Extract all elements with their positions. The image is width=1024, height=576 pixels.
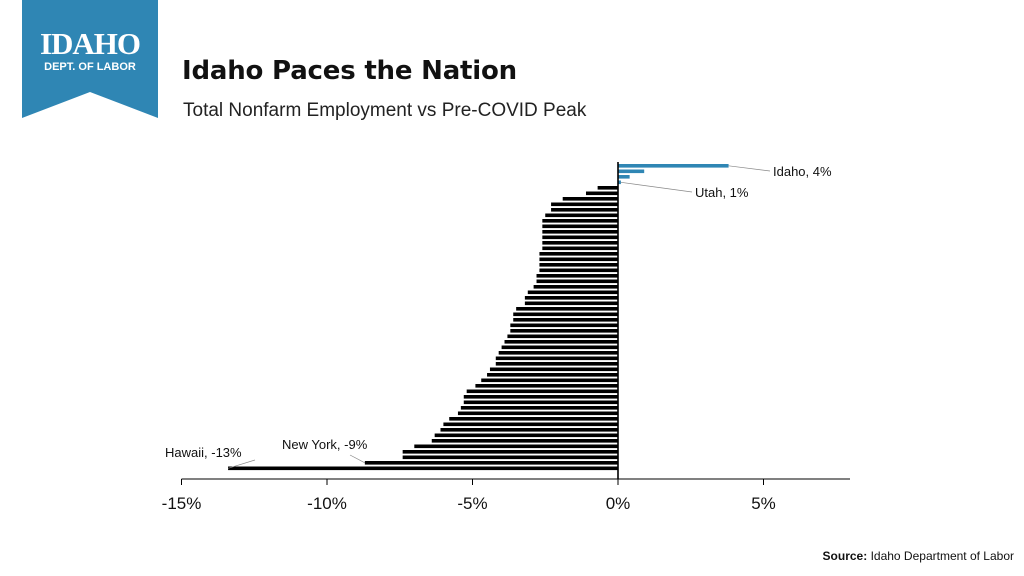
bar xyxy=(495,362,618,366)
bar xyxy=(545,213,618,218)
bar xyxy=(481,378,618,383)
bar xyxy=(498,351,618,355)
source-label: Source: xyxy=(822,549,868,563)
idaho-dept-of-labor-logo: IDAHO DEPT. OF LABOR xyxy=(0,0,160,120)
bar xyxy=(542,246,618,251)
bar xyxy=(524,301,618,306)
bar xyxy=(539,252,618,256)
bar xyxy=(501,345,618,350)
source-note: Source: Idaho Department of Labor xyxy=(823,549,1014,563)
annotation-label: Utah, 1% xyxy=(695,185,749,200)
svg-text:IDAHO: IDAHO xyxy=(40,26,140,61)
bar xyxy=(539,257,618,262)
bar xyxy=(449,417,618,421)
bar xyxy=(524,296,618,300)
annotation-leader xyxy=(620,181,693,193)
bar xyxy=(618,164,729,168)
bar xyxy=(431,439,618,443)
bar xyxy=(516,307,618,311)
bar xyxy=(440,428,618,432)
bar xyxy=(542,230,618,234)
bar xyxy=(475,384,618,388)
x-tick-label: -10% xyxy=(307,494,347,513)
bar xyxy=(513,312,618,317)
source-text: Idaho Department of Labor xyxy=(870,549,1014,563)
bar xyxy=(495,356,618,361)
bar xyxy=(466,389,618,394)
bar xyxy=(527,290,618,295)
bar xyxy=(542,235,618,240)
bar xyxy=(504,340,618,344)
bar xyxy=(414,444,618,449)
bar xyxy=(618,180,621,185)
bar xyxy=(402,450,618,454)
bar xyxy=(533,285,618,289)
bar xyxy=(463,395,618,399)
bar xyxy=(489,367,618,372)
bar xyxy=(536,274,618,278)
bar xyxy=(618,175,630,179)
bar xyxy=(402,455,618,460)
annotation-leader xyxy=(227,459,256,469)
bar xyxy=(443,422,618,427)
bar xyxy=(487,373,618,377)
annotation-label: New York, -9% xyxy=(282,437,368,452)
bar xyxy=(539,268,618,273)
bar xyxy=(585,191,618,196)
annotation-leader xyxy=(728,165,771,172)
bar xyxy=(562,197,618,201)
bar xyxy=(539,263,618,267)
annotation-label: Hawaii, -13% xyxy=(165,445,242,460)
bar xyxy=(457,411,618,416)
bar xyxy=(434,433,618,438)
x-tick-label: 0% xyxy=(606,494,631,513)
bar xyxy=(463,400,618,405)
x-tick-label: 5% xyxy=(751,494,776,513)
bar xyxy=(597,186,618,190)
chart-title: Idaho Paces the Nation xyxy=(182,56,517,86)
bar xyxy=(542,219,618,223)
bar xyxy=(551,202,618,207)
bar xyxy=(507,334,618,339)
annotation-leader xyxy=(349,454,365,464)
bar xyxy=(551,208,618,212)
bar xyxy=(364,461,618,465)
bar xyxy=(618,169,645,174)
x-tick-label: -5% xyxy=(457,494,487,513)
svg-text:DEPT. OF LABOR: DEPT. OF LABOR xyxy=(44,61,136,73)
x-tick-label: -15% xyxy=(162,494,202,513)
chart-subtitle: Total Nonfarm Employment vs Pre-COVID Pe… xyxy=(183,100,587,121)
annotation-label: Idaho, 4% xyxy=(773,164,832,179)
bar xyxy=(510,329,618,333)
bar xyxy=(228,466,618,471)
bar xyxy=(510,323,618,328)
bar xyxy=(536,279,618,284)
bar xyxy=(542,241,618,245)
bar xyxy=(513,318,618,322)
bar xyxy=(460,406,618,410)
bar xyxy=(542,224,618,229)
